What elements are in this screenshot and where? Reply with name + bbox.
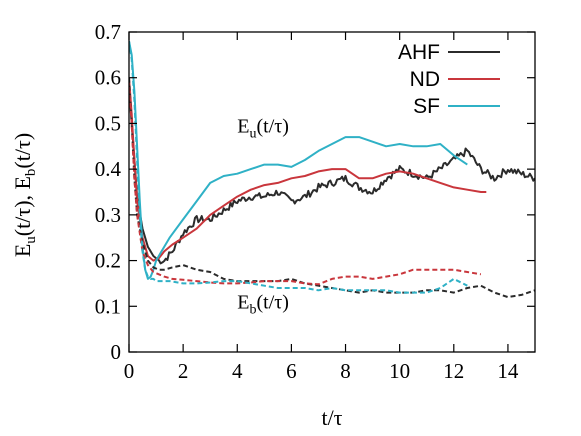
series-nd-eu-line [129,77,487,262]
y-tick-label: 0.1 [95,294,121,318]
x-tick-label: 14 [497,359,519,383]
annotation-eb: Eb(t/τ) [237,292,289,318]
x-tick-label: 8 [340,359,351,383]
legend-label-sf: SF [413,95,440,118]
x-tick-label: 0 [124,359,135,383]
annotation-eu: Eu(t/τ) [237,116,289,142]
y-tick-label: 0.6 [95,66,121,90]
y-tick-label: 0 [111,340,122,364]
annotations: Eu(t/τ) Eb(t/τ) [237,116,289,318]
y-tick-label: 0.5 [95,111,121,135]
x-tick-label: 10 [389,359,410,383]
series-nd-eb-line [129,86,482,286]
series-ahf-eb-line [129,77,535,299]
y-axis-label: Eu(t/τ), Eb(t/τ) [10,133,39,257]
legend-label-ahf: AHF [398,41,440,64]
y-tick-label: 0.3 [95,203,121,227]
x-tick-label: 4 [232,359,243,383]
series-sf-eb-line [129,40,468,294]
x-tick-label: 6 [286,359,297,383]
x-axis-label: t/τ [321,405,342,430]
x-tick-label: 12 [443,359,464,383]
series-ahf-eu-line [129,86,535,265]
axis-ticks: 0 2 4 6 8 10 12 14 0 0.1 0.2 0.3 0.4 0.5 0.6 0.7 [95,20,535,383]
series-sf-eu-line [129,40,468,280]
y-tick-label: 0.7 [95,20,121,44]
y-tick-label: 0.2 [95,249,121,273]
series-lines [129,40,535,299]
x-tick-label: 2 [178,359,189,383]
y-tick-label: 0.4 [95,157,122,181]
legend: AHF ND SF [398,41,500,118]
legend-label-nd: ND [410,68,440,91]
plot-frame [128,31,536,353]
